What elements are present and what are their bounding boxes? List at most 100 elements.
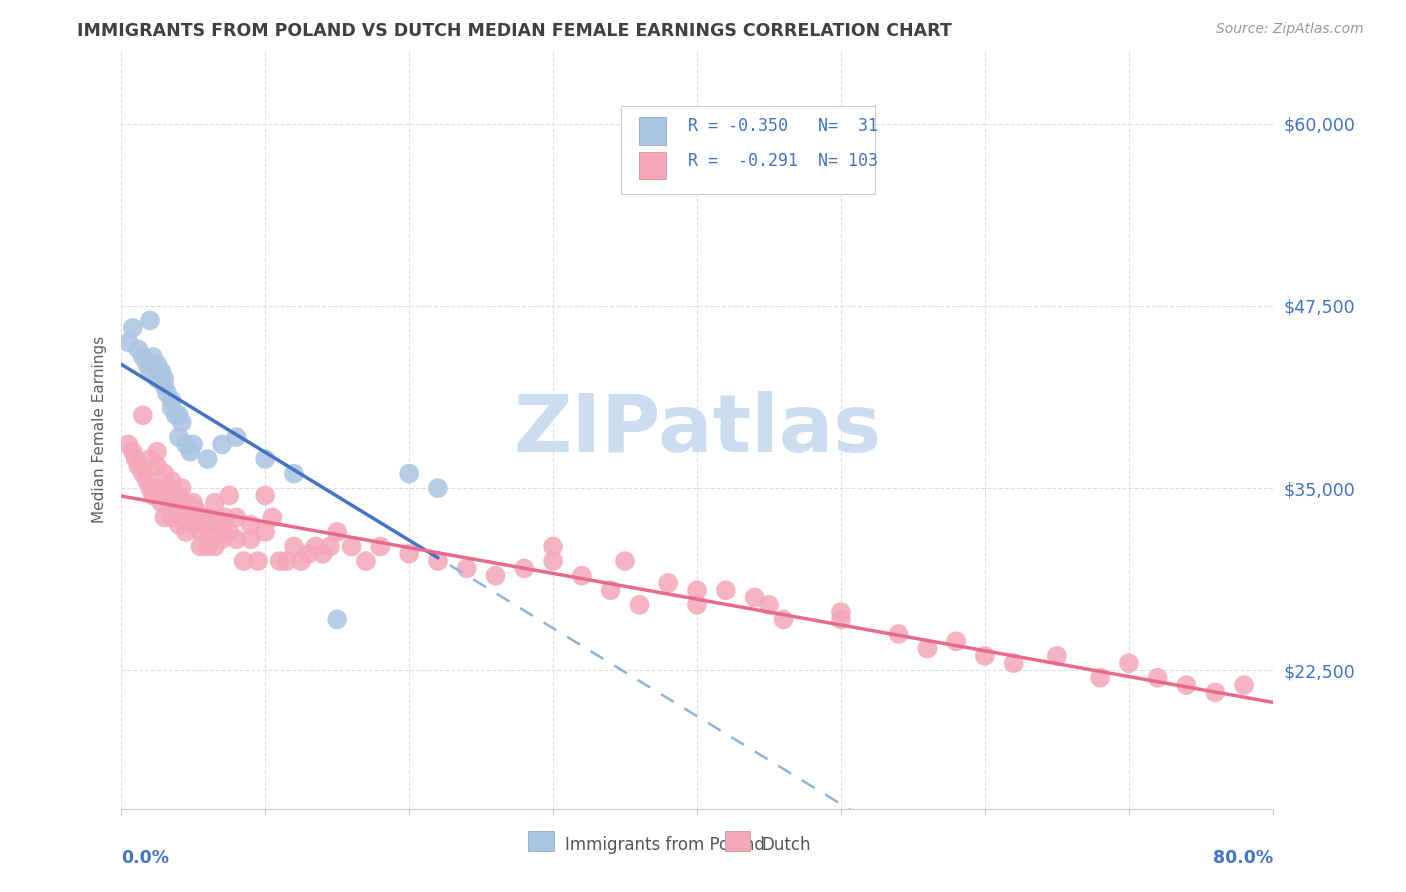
Point (146, 372, 169, 386)
Point (830, 612, 852, 626)
Point (204, 517, 226, 532)
Point (167, 430, 190, 444)
Point (153, 510, 176, 524)
Point (246, 554, 269, 568)
Point (772, 612, 794, 626)
Point (128, 343, 150, 357)
Point (211, 533, 233, 547)
Point (686, 598, 709, 612)
Point (340, 540, 363, 554)
Point (181, 496, 204, 510)
Point (541, 540, 564, 554)
Point (117, 437, 139, 451)
Point (319, 540, 342, 554)
Point (160, 401, 183, 415)
Point (225, 510, 247, 524)
Point (190, 524, 212, 539)
Point (132, 467, 155, 481)
Point (139, 481, 162, 495)
Point (174, 437, 197, 451)
Point (1118, 656, 1140, 670)
Point (1002, 656, 1025, 670)
Text: R =  -0.291  N= 103: R = -0.291 N= 103 (688, 152, 877, 169)
Point (254, 524, 277, 539)
Point (142, 350, 165, 364)
Point (174, 496, 197, 510)
Point (153, 379, 176, 393)
Point (136, 357, 159, 371)
Point (657, 576, 679, 591)
Point (214, 510, 236, 524)
Point (211, 524, 233, 539)
Point (326, 524, 349, 539)
Point (1204, 685, 1226, 699)
Text: Dutch: Dutch (762, 836, 811, 854)
Point (136, 474, 159, 488)
Point (513, 561, 536, 575)
Point (200, 524, 222, 539)
Point (153, 467, 176, 481)
Point (124, 452, 146, 467)
Point (146, 357, 169, 371)
Point (830, 605, 852, 619)
Point (153, 372, 176, 386)
Point (887, 627, 910, 641)
Point (208, 517, 231, 532)
Point (142, 488, 165, 502)
Point (121, 320, 143, 334)
Point (297, 547, 319, 561)
Point (541, 554, 564, 568)
Point (1046, 648, 1069, 663)
Point (426, 554, 449, 568)
Point (150, 496, 173, 510)
Point (197, 452, 219, 467)
Point (139, 452, 162, 467)
Point (456, 561, 478, 575)
Point (146, 444, 169, 458)
Point (174, 524, 197, 539)
Point (146, 459, 169, 474)
Point (398, 467, 420, 481)
Point (167, 517, 190, 532)
Point (232, 554, 254, 568)
Point (1175, 678, 1198, 692)
Point (194, 517, 217, 532)
Point (254, 452, 277, 467)
Text: 80.0%: 80.0% (1213, 849, 1272, 867)
Point (239, 517, 262, 532)
Point (218, 488, 240, 502)
Point (160, 510, 183, 524)
Point (312, 547, 335, 561)
Point (181, 510, 204, 524)
Point (484, 568, 506, 582)
Point (225, 430, 247, 444)
Point (304, 540, 326, 554)
Point (150, 364, 173, 378)
Point (239, 533, 262, 547)
Point (179, 510, 201, 524)
Point (179, 444, 201, 458)
Point (614, 554, 637, 568)
Point (184, 503, 207, 517)
Point (190, 510, 212, 524)
Point (714, 583, 737, 598)
Text: R = -0.350   N=  31: R = -0.350 N= 31 (688, 118, 877, 136)
Point (283, 467, 305, 481)
Point (160, 474, 183, 488)
Point (269, 554, 291, 568)
Point (204, 496, 226, 510)
Point (326, 612, 349, 626)
Text: IMMIGRANTS FROM POLAND VS DUTCH MEDIAN FEMALE EARNINGS CORRELATION CHART: IMMIGRANTS FROM POLAND VS DUTCH MEDIAN F… (77, 22, 952, 40)
Point (628, 598, 651, 612)
Point (121, 444, 143, 458)
Point (170, 481, 193, 495)
Point (398, 547, 420, 561)
Point (190, 540, 212, 554)
Point (945, 634, 967, 648)
Point (290, 554, 312, 568)
Point (167, 488, 190, 502)
Point (354, 554, 377, 568)
Point (211, 437, 233, 451)
Point (686, 583, 709, 598)
Text: Source: ZipAtlas.com: Source: ZipAtlas.com (1216, 22, 1364, 37)
